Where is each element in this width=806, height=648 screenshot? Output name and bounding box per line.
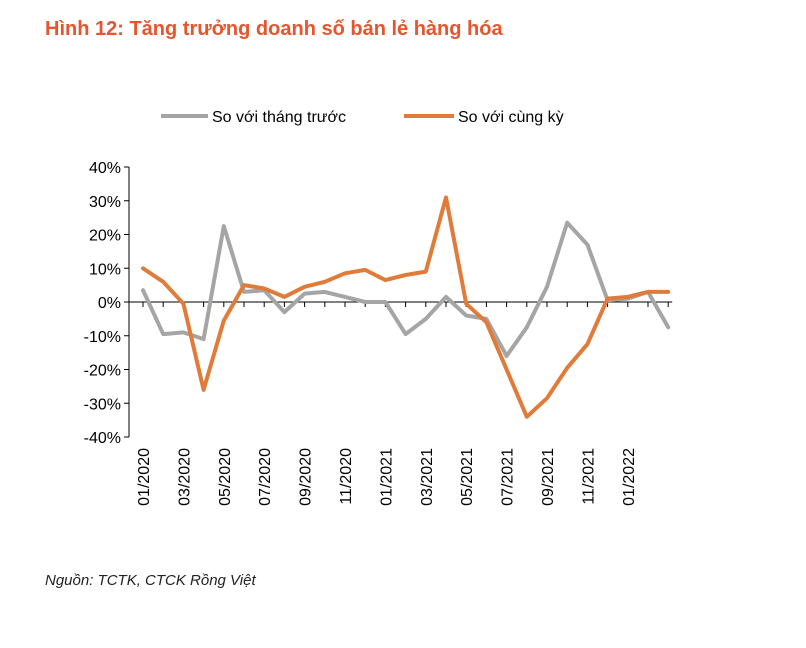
series-line-yoy bbox=[141, 195, 671, 419]
y-tick-label: -20% bbox=[84, 363, 121, 380]
chart-axes: 40% 30% 20% 10% 0% -10% -20% -30% -40% 01/2020 03/… bbox=[84, 160, 673, 506]
y-tick-label: 40% bbox=[89, 160, 121, 177]
series-line-mom bbox=[141, 220, 671, 358]
x-tick-label: 07/2021 bbox=[500, 448, 517, 506]
x-tick-label: 05/2021 bbox=[459, 448, 476, 506]
x-tick-label: 05/2020 bbox=[217, 448, 234, 506]
y-tick-label: -10% bbox=[84, 329, 121, 346]
x-tick-label: 11/2021 bbox=[580, 448, 597, 505]
y-tick-label: 10% bbox=[89, 261, 121, 278]
figure-title: Hình 12: Tăng trưởng doanh số bán lẻ hàn… bbox=[45, 18, 503, 40]
x-tick-label: 03/2020 bbox=[176, 448, 193, 506]
chart-legend: So với tháng trước So với cùng kỳ bbox=[161, 109, 564, 126]
x-tick-label: 11/2020 bbox=[338, 448, 355, 505]
x-tick-label: 09/2021 bbox=[540, 448, 557, 506]
y-tick-label: 30% bbox=[89, 194, 121, 211]
line-chart: 40% 30% 20% 10% 0% -10% -20% -30% -40% 01/2020 03/… bbox=[84, 109, 673, 506]
x-tick-label: 07/2020 bbox=[257, 448, 274, 506]
x-tick-label: 09/2020 bbox=[298, 448, 315, 506]
x-tick-label: 01/2022 bbox=[621, 448, 638, 506]
x-tick-label: 01/2021 bbox=[378, 448, 395, 506]
y-tick-label: 0% bbox=[98, 295, 121, 312]
chart-series bbox=[141, 195, 671, 419]
y-tick-label: -30% bbox=[84, 396, 121, 413]
y-tick-label: 20% bbox=[89, 228, 121, 245]
x-tick-label: 03/2021 bbox=[419, 448, 436, 506]
y-tick-label: -40% bbox=[84, 430, 121, 447]
legend-item-yoy-label: So với cùng kỳ bbox=[458, 109, 564, 126]
source-note: Nguồn: TCTK, CTCK Rồng Việt bbox=[45, 572, 256, 589]
legend-item-mom-label: So với tháng trước bbox=[212, 109, 346, 126]
x-tick-label: 01/2020 bbox=[136, 448, 153, 506]
